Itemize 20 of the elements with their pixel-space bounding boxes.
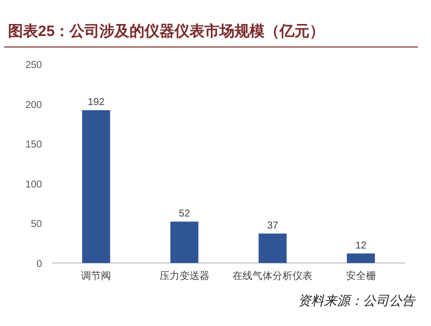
data-label: 37	[267, 220, 279, 232]
data-label: 192	[88, 97, 105, 108]
bar	[346, 253, 375, 263]
y-tick-label: 100	[25, 179, 42, 190]
bar	[82, 110, 110, 263]
x-tick-label: 在线气体分析仪表	[232, 270, 313, 282]
bar	[258, 234, 287, 263]
y-tick-label: 0	[36, 259, 42, 270]
y-tick-label: 200	[25, 100, 42, 111]
y-tick-label: 150	[25, 140, 42, 151]
text: 资料来源：公司公告	[298, 293, 416, 308]
x-tick-label: 压力变送器	[159, 270, 210, 282]
y-tick-label: 50	[30, 219, 42, 230]
data-label: 12	[355, 240, 367, 252]
x-tick-label: 安全栅	[346, 270, 376, 282]
bar	[170, 222, 198, 263]
chart-title: 图表25：公司涉及的仪器仪表市场规模（亿元）	[8, 22, 325, 40]
x-tick-label: 调节阀	[81, 270, 112, 282]
y-tick-label: 250	[25, 60, 42, 71]
data-label: 52	[178, 208, 190, 220]
